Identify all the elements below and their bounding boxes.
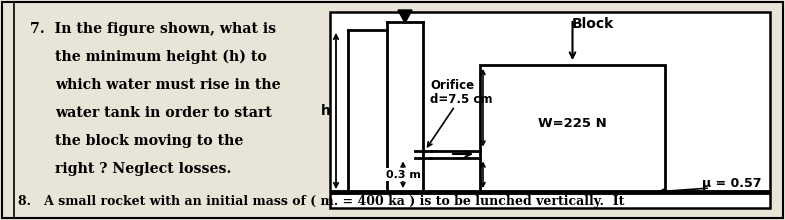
Text: which water must rise in the: which water must rise in the: [55, 78, 280, 92]
Text: W=225 N: W=225 N: [539, 117, 607, 130]
Text: μ = 0.57: μ = 0.57: [703, 177, 762, 190]
Polygon shape: [398, 10, 412, 23]
Bar: [480, 65, 665, 192]
Text: the minimum height (h) to: the minimum height (h) to: [55, 50, 267, 64]
Text: Block: Block: [571, 17, 614, 31]
Text: Orifice: Orifice: [430, 79, 474, 92]
Text: 0.3 m: 0.3 m: [385, 170, 421, 180]
Text: 8.   A small rocket with an initial mass of ( m. = 400 ka ) is to be lunched ver: 8. A small rocket with an initial mass o…: [18, 195, 624, 208]
Text: the block moving to the: the block moving to the: [55, 134, 243, 148]
Text: d=7.5 cm: d=7.5 cm: [430, 93, 492, 106]
Text: h: h: [321, 104, 331, 118]
Bar: [330, 12, 770, 208]
Text: water tank in order to start: water tank in order to start: [55, 106, 272, 120]
Text: 7.  In the figure shown, what is: 7. In the figure shown, what is: [30, 22, 276, 36]
Text: right ? Neglect losses.: right ? Neglect losses.: [55, 162, 232, 176]
